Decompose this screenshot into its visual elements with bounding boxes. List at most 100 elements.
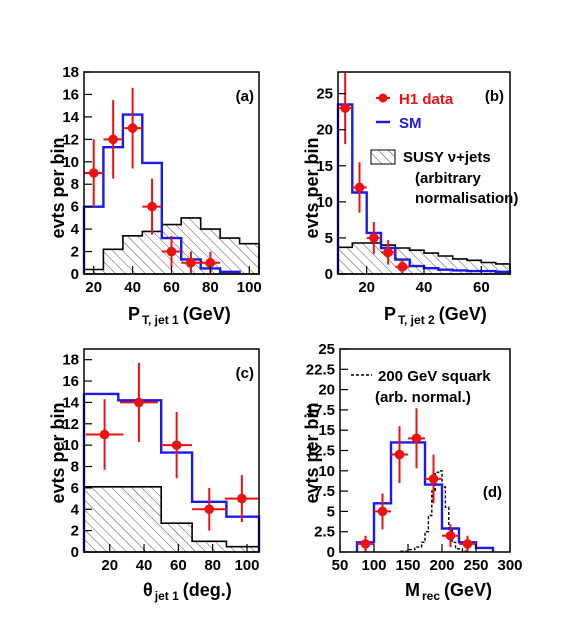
panel-a: 0 2 4 6 8 10 12 14 16 18 20 40 60 80 100 (a) evts per … — [48, 64, 262, 327]
panel-a-ytick-label-8: 16 — [62, 86, 79, 103]
panel-d-ytick-label-2: 5 — [327, 503, 335, 520]
panel-a-sm-histogram — [82, 113, 241, 274]
panel-a-ytick-label-7: 14 — [62, 109, 79, 126]
panel-d-ytick-label-1: 2.5 — [314, 524, 335, 541]
panel-d-tag: (d) — [483, 484, 502, 501]
panel-b-xlabel-main: P — [384, 304, 396, 324]
panel-c-xtick-label-1: 40 — [136, 557, 153, 574]
panel-d-ytick-label-4: 10 — [318, 463, 335, 480]
panel-c-susy-layer — [83, 486, 260, 553]
panel-c-xtick-label-3: 80 — [204, 557, 221, 574]
panel-d-ylabel: evts per bin — [302, 402, 322, 503]
panel-c-ticks-layer: 0 2 4 6 8 10 12 14 16 18 20 40 60 80 100 — [62, 352, 259, 574]
panel-b-data-point-1 — [354, 182, 365, 193]
panel-b-legend: H1 data SM SUSY ν+jets (arbitrary normal… — [370, 91, 518, 207]
legend-susy-swatch — [370, 149, 396, 165]
panel-d-data-point-6 — [462, 539, 473, 549]
panel-c-tag: (c) — [236, 365, 254, 382]
panel-c-frame-layer — [83, 348, 260, 553]
panel-a-ytick-label-9: 18 — [62, 64, 79, 81]
panel-b-ytick-label-1: 5 — [325, 230, 333, 247]
panel-c-ytick-label-1: 2 — [71, 523, 79, 540]
panel-d-ytick-label-8: 20 — [318, 382, 335, 399]
legend-susy-label: SUSY ν+jets — [403, 149, 491, 166]
panel-d-xtick-label-5: 300 — [497, 557, 522, 574]
panel-b-xlabel: P T, jet 2 (GeV) — [384, 304, 487, 327]
panel-d-ytick-label-3: 7.5 — [314, 483, 335, 500]
panel-b-ytick-label-5: 25 — [316, 86, 333, 103]
panel-c-xlabel-unit: (deg.) — [183, 580, 232, 600]
panel-b-xtick-label-2: 60 — [473, 279, 490, 296]
panel-a-data-point-4 — [166, 246, 177, 257]
panel-c-xlabel: θ jet 1 (deg.) — [143, 580, 232, 603]
panel-c-ytick-label-2: 4 — [71, 501, 80, 518]
panel-c-data-point-2 — [171, 440, 182, 450]
panel-b-xtick-label-1: 40 — [416, 279, 433, 296]
panel-a-data-point-5 — [186, 257, 196, 268]
panel-a-data-point-0 — [88, 168, 99, 178]
panel-a-ytick-label-0: 0 — [71, 266, 79, 283]
panel-a-data-point-6 — [205, 257, 216, 268]
panel-c-frame — [83, 348, 260, 553]
panel-d-data-point-3 — [411, 433, 422, 444]
panel-c-data-point-0 — [99, 429, 110, 440]
panel-d-data-point-0 — [360, 539, 371, 549]
panel-a-xlabel-sub: T, jet 1 — [142, 313, 179, 327]
panel-a-xtick-label-4: 100 — [237, 279, 262, 296]
legend-susy-note-1: (arbitrary — [415, 170, 482, 187]
panel-d-ytick-label-0: 0 — [327, 544, 335, 561]
panel-a-xtick-label-3: 80 — [202, 279, 219, 296]
panel-a-ticks-layer: 0 2 4 6 8 10 12 14 16 18 20 40 60 80 100 — [62, 64, 261, 296]
panel-b-xlabel-sub: T, jet 2 — [398, 313, 435, 327]
panel-d-xlabel-sub: rec — [422, 589, 440, 603]
panel-c-data-point-1 — [134, 397, 144, 408]
legend-sm-label: SM — [399, 115, 422, 132]
panel-b-data-point-4 — [397, 261, 408, 272]
panel-b-susy-histogram — [337, 242, 511, 275]
panel-a-xlabel-main: P — [128, 304, 140, 324]
panel-c-susy-histogram — [83, 486, 260, 553]
panel-b-ticks-layer: 0 5 10 15 20 25 20 40 60 — [316, 86, 489, 296]
panel-c-ytick-label-0: 0 — [71, 544, 79, 561]
panel-a-tag: (a) — [236, 88, 254, 105]
panel-a-xtick-label-0: 20 — [85, 279, 102, 296]
panel-d: 0 2.5 5 7.5 10 12.5 15 17.5 20 22.5 25 50 100 150 200 2… — [302, 341, 523, 603]
panel-d-xtick-label-1: 100 — [361, 557, 386, 574]
panel-a-xtick-label-2: 60 — [163, 279, 180, 296]
panel-b-ytick-label-4: 20 — [316, 122, 333, 139]
panel-c-ytick-label-5: 10 — [62, 437, 79, 454]
panel-d-xtick-label-0: 50 — [332, 557, 349, 574]
panel-d-xtick-label-3: 200 — [429, 557, 454, 574]
panel-b-xtick-label-0: 20 — [358, 279, 375, 296]
panel-b-ytick-label-3: 15 — [316, 158, 333, 175]
panel-d-data-layer — [357, 408, 476, 552]
panel-a-ytick-label-1: 2 — [71, 244, 79, 261]
panel-c-xtick-label-2: 60 — [170, 557, 187, 574]
panel-d-xtick-label-2: 150 — [395, 557, 420, 574]
panel-c-ytick-label-3: 6 — [71, 480, 79, 497]
panel-a-ytick-label-4: 8 — [71, 176, 79, 193]
panel-d-xtick-label-4: 250 — [463, 557, 488, 574]
panel-c-xlabel-main: θ — [143, 580, 153, 600]
panel-c-ytick-label-9: 18 — [62, 352, 79, 369]
panel-a-ytick-label-3: 6 — [71, 199, 79, 216]
panel-c-ytick-label-8: 16 — [62, 373, 79, 390]
panel-c-xtick-label-4: 100 — [234, 557, 259, 574]
panel-c-xlabel-sub: jet 1 — [154, 589, 179, 603]
panel-d-data-point-5 — [445, 530, 456, 541]
legend-susy-note-2: normalisation) — [415, 190, 518, 207]
panel-a-ytick-label-5: 10 — [62, 154, 79, 171]
panel-d-ytick-label-6: 15 — [318, 422, 335, 439]
panel-d-xlabel-main: M — [405, 580, 420, 600]
panel-b-data-layer — [338, 72, 410, 274]
panel-d-ytick-label-10: 25 — [318, 341, 335, 358]
panel-b-data-point-3 — [383, 247, 393, 258]
panel-d-ticks-layer: 0 2.5 5 7.5 10 12.5 15 17.5 20 22.5 25 50 100 150 200 2… — [306, 341, 523, 574]
panel-d-xlabel-unit: (GeV) — [444, 580, 492, 600]
panel-d-ytick-label-5: 12.5 — [306, 443, 335, 460]
panel-a-sm-layer — [82, 113, 241, 274]
panel-a-data-point-2 — [127, 123, 138, 133]
panel-c-data-point-3 — [204, 504, 215, 515]
panel-c-data-layer — [85, 362, 259, 531]
